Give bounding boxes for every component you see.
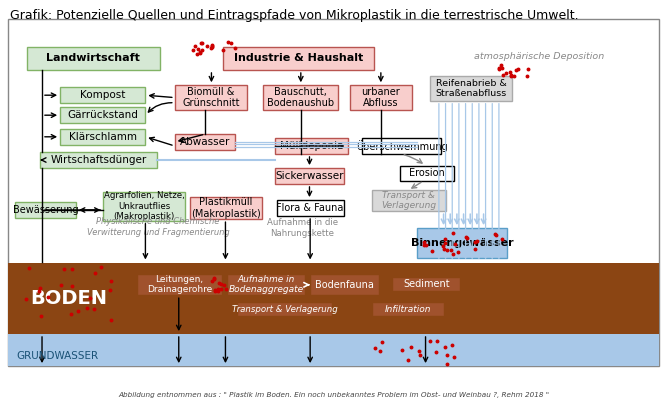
FancyBboxPatch shape [8, 19, 659, 366]
FancyBboxPatch shape [175, 85, 247, 110]
Text: Plastikmüll
(Makroplastik): Plastikmüll (Makroplastik) [191, 197, 261, 219]
Text: atmosphärische Deposition: atmosphärische Deposition [474, 52, 604, 61]
FancyBboxPatch shape [227, 274, 305, 295]
Text: Sickerwasser: Sickerwasser [275, 171, 344, 181]
FancyBboxPatch shape [275, 138, 348, 154]
Text: Abbildung entnommen aus : " Plastik im Boden. Ein noch unbekanntes Problem im Ob: Abbildung entnommen aus : " Plastik im B… [118, 392, 549, 398]
Text: Physikalische und Chemische
Verwitterung und Fragmentierung: Physikalische und Chemische Verwitterung… [87, 218, 229, 237]
Text: Abwasser: Abwasser [179, 137, 230, 147]
Text: Transport & Verlagerung: Transport & Verlagerung [231, 304, 338, 314]
FancyBboxPatch shape [372, 190, 446, 211]
Text: BODEN: BODEN [30, 288, 107, 308]
Text: Reifenabrieb &
Straßenabfluss: Reifenabrieb & Straßenabfluss [436, 79, 506, 98]
FancyBboxPatch shape [223, 47, 374, 70]
Text: Landwirtschaft: Landwirtschaft [47, 54, 140, 64]
Text: Flora & Fauna: Flora & Fauna [276, 203, 344, 213]
Text: Grafik: Potenzielle Quellen und Eintragspfade von Mikroplastik in die terrestris: Grafik: Potenzielle Quellen und Eintrags… [10, 9, 579, 22]
FancyBboxPatch shape [263, 85, 338, 110]
Text: Wirtschaftsdünger: Wirtschaftsdünger [50, 155, 147, 165]
Text: Klärschlamm: Klärschlamm [69, 132, 137, 142]
FancyBboxPatch shape [8, 263, 659, 334]
Text: GRUNDWASSER: GRUNDWASSER [17, 351, 99, 361]
Text: urbaner
Abfluss: urbaner Abfluss [362, 87, 400, 108]
Text: Sediment: Sediment [403, 279, 450, 289]
Text: Industrie & Haushalt: Industrie & Haushalt [234, 54, 363, 64]
Text: Erosion: Erosion [409, 168, 445, 178]
FancyBboxPatch shape [175, 134, 235, 150]
Text: Leitungen,
Drainagerohre: Leitungen, Drainagerohre [147, 275, 212, 294]
FancyBboxPatch shape [8, 334, 659, 366]
Text: Binnengewässer: Binnengewässer [411, 238, 513, 248]
Text: Überschwemmung: Überschwemmung [356, 140, 448, 152]
Text: Aufnahme in
Bodenaggregate: Aufnahme in Bodenaggregate [229, 275, 303, 294]
FancyBboxPatch shape [27, 47, 160, 70]
FancyBboxPatch shape [350, 85, 412, 110]
Text: Gärrückstand: Gärrückstand [67, 110, 138, 120]
FancyBboxPatch shape [392, 277, 460, 291]
FancyBboxPatch shape [400, 166, 454, 181]
Text: Agrarfolien, Netze,
Unkrautflies
(Makroplastik): Agrarfolien, Netze, Unkrautflies (Makrop… [103, 192, 185, 221]
FancyBboxPatch shape [15, 202, 76, 218]
FancyBboxPatch shape [417, 228, 507, 258]
Text: Aufnahme in die
Nahrungskette: Aufnahme in die Nahrungskette [267, 218, 338, 238]
FancyBboxPatch shape [40, 152, 157, 168]
FancyBboxPatch shape [103, 192, 185, 221]
Text: Bauschutt,
Bodenaushub: Bauschutt, Bodenaushub [267, 87, 334, 108]
FancyBboxPatch shape [60, 129, 145, 145]
FancyBboxPatch shape [60, 107, 145, 123]
FancyBboxPatch shape [60, 87, 145, 103]
FancyBboxPatch shape [237, 302, 332, 316]
FancyBboxPatch shape [430, 76, 512, 101]
FancyBboxPatch shape [137, 274, 222, 295]
Text: Infiltration: Infiltration [385, 304, 432, 314]
Text: Kompost: Kompost [80, 90, 125, 100]
FancyBboxPatch shape [372, 302, 444, 316]
Text: Transport &
Verlagerung: Transport & Verlagerung [382, 191, 436, 210]
FancyBboxPatch shape [310, 274, 379, 295]
Text: Bodenfauna: Bodenfauna [315, 280, 374, 290]
FancyBboxPatch shape [190, 197, 262, 219]
FancyBboxPatch shape [362, 138, 441, 154]
Text: Biomüll &
Grünschnitt: Biomüll & Grünschnitt [182, 87, 239, 108]
Text: Bewässerung: Bewässerung [13, 205, 78, 215]
Text: Mülldeponie: Mülldeponie [279, 141, 344, 151]
FancyBboxPatch shape [277, 200, 344, 216]
FancyBboxPatch shape [275, 168, 344, 184]
